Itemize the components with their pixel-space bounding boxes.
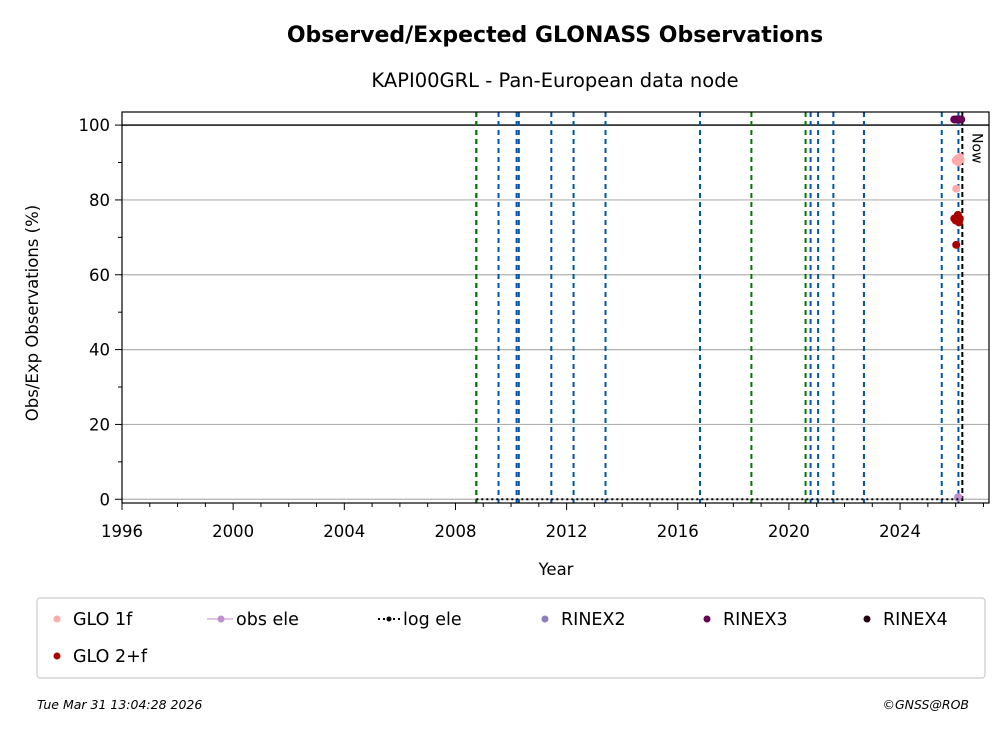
y-axis: 0 20 40 60 80 100 [79,116,122,509]
legend-label: RINEX2 [561,610,626,630]
series-glo-2-f [950,210,964,249]
legend-items: GLO 1f obs ele log ele RINEX2 RINEX3 RINEX4 GL… [53,610,948,667]
footer-credit: ©GNSS@ROB [882,697,969,712]
x-tick-label: 2020 [768,522,810,541]
legend-label: GLO 1f [73,610,133,630]
x-tick-label: 1996 [101,522,143,541]
legend-marker [53,615,61,623]
y-tick-label: 40 [89,341,110,360]
legend: GLO 1f obs ele log ele RINEX2 RINEX3 RINEX4 GL… [36,597,986,679]
legend-marker [863,615,871,623]
legend-marker [386,616,392,622]
legend-marker [53,652,61,660]
legend-item: RINEX2 [541,610,626,630]
y-tick-label: 100 [79,116,111,135]
legend-label: log ele [403,610,462,630]
data-point [955,214,964,223]
legend-marker [541,615,549,623]
y-axis-label: Obs/Exp Observations (%) [23,205,42,421]
legend-item: RINEX3 [703,610,788,630]
x-axis-label: Year [538,560,574,579]
legend-marker [217,615,225,623]
x-axis: 1996 2000 2004 2008 2012 2016 2020 2024 [101,503,984,541]
legend-label: GLO 2+f [73,647,148,667]
series-glo-1f [951,152,965,193]
x-tick-label: 2012 [546,522,588,541]
data-point [954,493,963,502]
data-point [952,184,961,193]
data-point [952,240,961,249]
x-tick-label: 2016 [657,522,699,541]
event-lines [475,112,964,503]
now-label: Now [968,133,984,164]
x-tick-label: 2000 [212,522,254,541]
data-point [956,155,965,164]
x-tick-label: 2024 [879,522,921,541]
legend-item: log ele [378,610,462,630]
legend-label: RINEX4 [883,610,948,630]
legend-box [36,597,986,679]
footer-timestamp: Tue Mar 31 13:04:28 2026 [37,697,202,712]
data-point [957,115,966,124]
y-tick-label: 20 [89,415,110,434]
legend-item: obs ele [207,610,299,630]
legend-item: RINEX4 [863,610,948,630]
grid-lines [122,124,989,500]
y-tick-label: 0 [100,490,111,509]
legend-item: GLO 2+f [53,647,148,667]
legend-item: GLO 1f [53,610,133,630]
series-rinex3 [950,115,966,124]
data-series [476,115,966,502]
plot-frame [121,111,990,504]
x-tick-label: 2008 [434,522,476,541]
legend-label: RINEX3 [723,610,788,630]
chart-title: Observed/Expected GLONASS Observations [287,23,823,48]
legend-label: obs ele [236,610,299,630]
legend-marker [703,615,711,623]
y-tick-label: 60 [89,266,110,285]
x-tick-label: 2004 [323,522,365,541]
chart-subtitle: KAPI00GRL - Pan-European data node [371,69,738,92]
y-tick-label: 80 [89,191,110,210]
